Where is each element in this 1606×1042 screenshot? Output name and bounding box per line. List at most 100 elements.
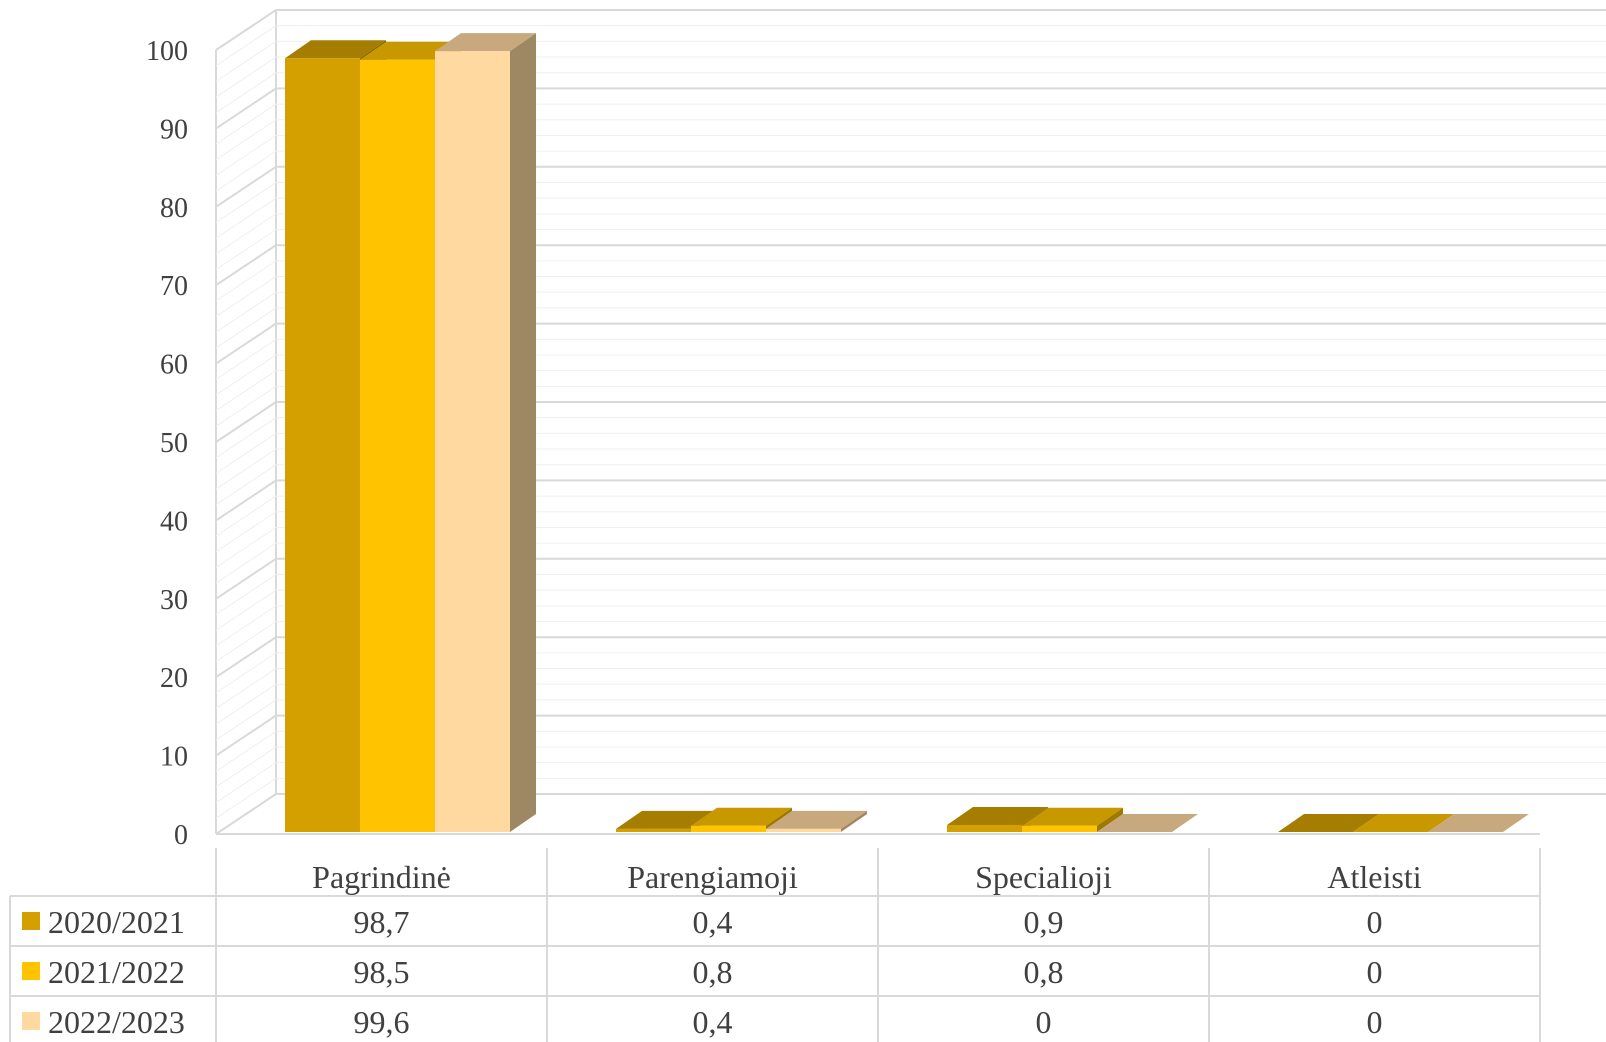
- bar-side: [1097, 807, 1123, 832]
- minor-side-gridline: [215, 182, 277, 223]
- bar: [616, 828, 691, 832]
- minor-side-gridline: [215, 229, 277, 270]
- side-gridline: [215, 793, 277, 835]
- minor-side-gridline: [215, 495, 277, 537]
- legend-label: 2021/2022: [48, 954, 185, 990]
- minor-side-gridline: [215, 683, 277, 725]
- minor-side-gridline: [215, 511, 277, 553]
- minor-side-gridline: [215, 574, 277, 615]
- y-tick-label: 80: [160, 193, 188, 224]
- minor-side-gridline: [215, 213, 277, 255]
- y-tick-label: 100: [146, 36, 188, 67]
- bar: [285, 58, 360, 832]
- minor-side-gridline: [215, 448, 277, 490]
- y-axis: 0 10 20 30 40 50 60 70 80 90 100: [146, 36, 188, 851]
- minor-side-gridline: [215, 197, 277, 239]
- y-tick-label: 30: [160, 585, 188, 616]
- minor-side-gridline: [215, 338, 277, 380]
- table-cell: 0: [1367, 1004, 1383, 1040]
- table-cell: 0: [1367, 954, 1383, 990]
- side-gridline: [215, 479, 277, 522]
- bar-top: [1022, 807, 1123, 826]
- side-gridline: [215, 87, 277, 130]
- minor-side-gridline: [215, 40, 277, 82]
- side-gridline: [215, 9, 277, 51]
- side-gridline: [215, 165, 277, 208]
- bar: [691, 825, 766, 832]
- minor-side-gridline: [215, 119, 277, 161]
- side-gridline: [215, 636, 277, 679]
- minor-side-gridline: [215, 72, 277, 114]
- side-gridline: [215, 714, 277, 757]
- category-label: Pagrindinė: [312, 859, 451, 895]
- category-label: Specialioji: [975, 859, 1112, 895]
- minor-side-gridline: [215, 291, 277, 333]
- side-gridline: [215, 322, 277, 365]
- legend-label: 2022/2023: [48, 1004, 185, 1040]
- y-tick-label: 50: [160, 428, 188, 459]
- bar-top: [435, 33, 536, 52]
- minor-side-gridline: [215, 762, 277, 804]
- minor-side-gridline: [215, 777, 277, 819]
- table-cell: 98,7: [354, 904, 410, 940]
- bar: [947, 824, 1022, 832]
- minor-side-gridline: [215, 668, 277, 709]
- bar-top: [766, 810, 867, 829]
- minor-side-gridline: [215, 621, 277, 662]
- bar: [360, 59, 435, 832]
- bar-top: [1278, 814, 1379, 832]
- minor-side-gridline: [215, 307, 277, 349]
- bar-top: [691, 807, 792, 826]
- minor-side-gridline: [215, 25, 277, 67]
- minor-side-gridline: [215, 354, 277, 396]
- table-cell: 0,8: [1024, 954, 1064, 990]
- category-label: Atleisti: [1327, 859, 1421, 895]
- legend-key: [22, 962, 40, 980]
- minor-side-gridline: [215, 135, 277, 176]
- bar-top: [285, 40, 386, 59]
- minor-side-gridline: [215, 589, 277, 631]
- minor-side-gridline: [215, 699, 277, 741]
- minor-side-gridline: [215, 370, 277, 412]
- minor-side-gridline: [215, 542, 277, 584]
- minor-side-gridline: [215, 464, 277, 506]
- table-cell: 0,8: [693, 954, 733, 990]
- y-tick-label: 0: [174, 820, 188, 851]
- bar-top: [616, 810, 717, 829]
- category-label: Parengiamoji: [627, 859, 798, 895]
- minor-side-gridline: [215, 432, 277, 474]
- minor-side-gridline: [215, 605, 277, 647]
- minor-side-gridline: [215, 103, 277, 145]
- y-tick-label: 20: [160, 663, 188, 694]
- table-cell: 0,4: [693, 1004, 733, 1040]
- y-tick-label: 70: [160, 271, 188, 302]
- bars: [285, 33, 1529, 833]
- minor-side-gridline: [215, 527, 277, 568]
- bar: [1022, 825, 1097, 832]
- y-tick-label: 90: [160, 114, 188, 145]
- minor-side-gridline: [215, 150, 277, 192]
- table-cell: 99,6: [354, 1004, 410, 1040]
- table-cell: 0,4: [693, 904, 733, 940]
- y-tick-label: 10: [160, 742, 188, 773]
- bar-top: [947, 806, 1048, 825]
- minor-side-gridline: [215, 276, 277, 317]
- bar-side: [510, 33, 536, 833]
- minor-side-gridline: [215, 385, 277, 427]
- legend-key: [22, 912, 40, 930]
- bar: [766, 828, 841, 832]
- legend-label: 2020/2021: [48, 904, 185, 940]
- bar: [435, 51, 510, 833]
- table-cell: 0: [1036, 1004, 1052, 1040]
- side-gridline: [215, 244, 277, 287]
- table-cell: 0,9: [1024, 904, 1064, 940]
- minor-side-gridline: [215, 260, 277, 302]
- bar-top: [1428, 814, 1529, 832]
- bar-top: [1097, 814, 1198, 832]
- bar-top: [1353, 814, 1454, 832]
- minor-side-gridline: [215, 746, 277, 788]
- minor-side-gridline: [215, 56, 277, 98]
- side-gridline: [215, 557, 277, 600]
- y-tick-label: 60: [160, 350, 188, 381]
